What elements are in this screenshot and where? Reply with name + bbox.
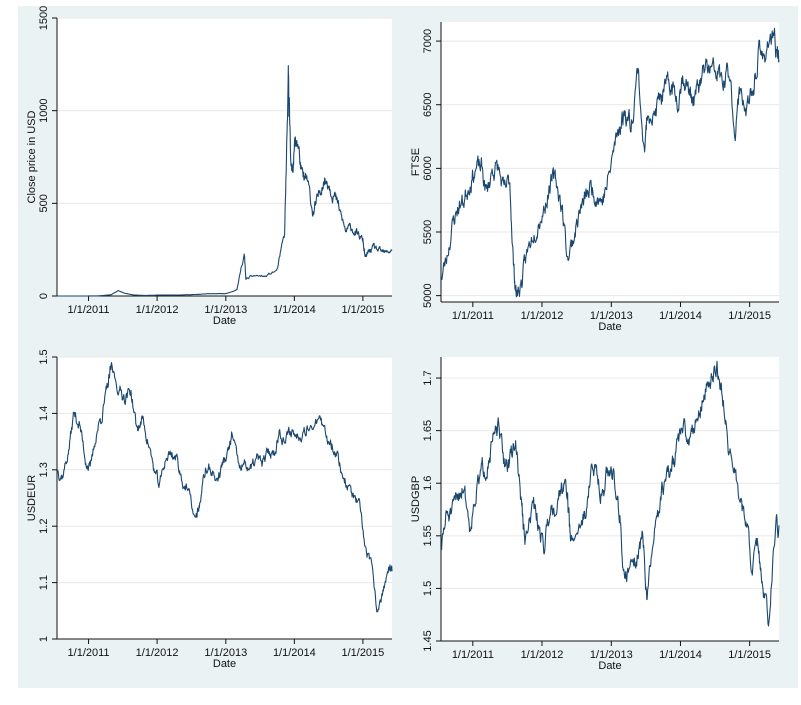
- y-tick-label: 5000: [422, 283, 434, 307]
- y-axis-title: Close price in USD: [26, 110, 38, 203]
- y-tick-label: 5500: [422, 220, 434, 244]
- y-tick-label: 1.65: [422, 420, 434, 441]
- x-tick-label: 1/1/2014: [659, 310, 702, 322]
- y-tick-label: 1.3: [38, 462, 50, 477]
- series-line-usdgbp: [441, 360, 780, 627]
- y-tick-label: 1.5: [38, 349, 50, 364]
- y-tick-label: 1.7: [422, 370, 434, 385]
- series-line-ftse: [441, 27, 780, 298]
- x-tick-label: 1/1/2015: [728, 310, 771, 322]
- y-tick-label: 1000: [38, 98, 50, 122]
- x-tick-label: 1/1/2011: [68, 304, 110, 316]
- x-tick-label: 1/1/2011: [68, 647, 110, 659]
- plot-area: [441, 357, 779, 641]
- x-tick-label: 1/1/2012: [136, 647, 179, 659]
- y-tick-label: 6500: [422, 92, 434, 116]
- y-tick-label: 1.5: [422, 581, 434, 596]
- y-axis-title: FTSE: [410, 148, 422, 176]
- series-line-usdeur: [57, 362, 393, 613]
- x-tick-label: 1/1/2013: [590, 649, 633, 661]
- x-tick-label: 1/1/2011: [452, 649, 494, 661]
- y-tick-label: 1.6: [422, 476, 434, 491]
- y-tick-label: 1.2: [38, 519, 50, 534]
- x-tick-label: 1/1/2015: [341, 647, 384, 659]
- y-tick-label: 1: [38, 636, 50, 642]
- x-axis-title: Date: [213, 658, 236, 670]
- x-tick-label: 1/1/2013: [204, 647, 247, 659]
- x-axis-title: Date: [213, 315, 236, 327]
- y-tick-label: 1500: [38, 6, 50, 30]
- x-tick-label: 1/1/2014: [273, 304, 316, 316]
- y-tick-label: 1.1: [38, 575, 50, 590]
- y-axis-title: USDEUR: [26, 475, 38, 522]
- x-tick-label: 1/1/2013: [204, 304, 247, 316]
- y-tick-label: 7000: [422, 29, 434, 53]
- x-tick-label: 1/1/2013: [590, 310, 633, 322]
- x-tick-label: 1/1/2011: [452, 310, 494, 322]
- x-tick-label: 1/1/2012: [136, 304, 179, 316]
- y-axis-title: USDGBP: [410, 476, 422, 522]
- series-line-btc: [57, 65, 393, 297]
- x-tick-label: 1/1/2012: [521, 649, 564, 661]
- y-tick-label: 0: [38, 293, 50, 299]
- x-tick-label: 1/1/2012: [521, 310, 564, 322]
- y-tick-label: 1.45: [422, 630, 434, 651]
- plot-area: [57, 357, 392, 639]
- x-tick-label: 1/1/2014: [273, 647, 316, 659]
- x-tick-label: 1/1/2015: [341, 304, 384, 316]
- y-tick-label: 1.55: [422, 525, 434, 546]
- x-tick-label: 1/1/2015: [728, 649, 771, 661]
- x-axis-title: Date: [598, 660, 621, 672]
- plot-area: [57, 18, 392, 296]
- y-tick-label: 1.4: [38, 406, 50, 421]
- x-axis-title: Date: [598, 321, 621, 333]
- y-tick-label: 500: [38, 194, 50, 212]
- x-tick-label: 1/1/2014: [659, 649, 702, 661]
- y-tick-label: 6000: [422, 156, 434, 180]
